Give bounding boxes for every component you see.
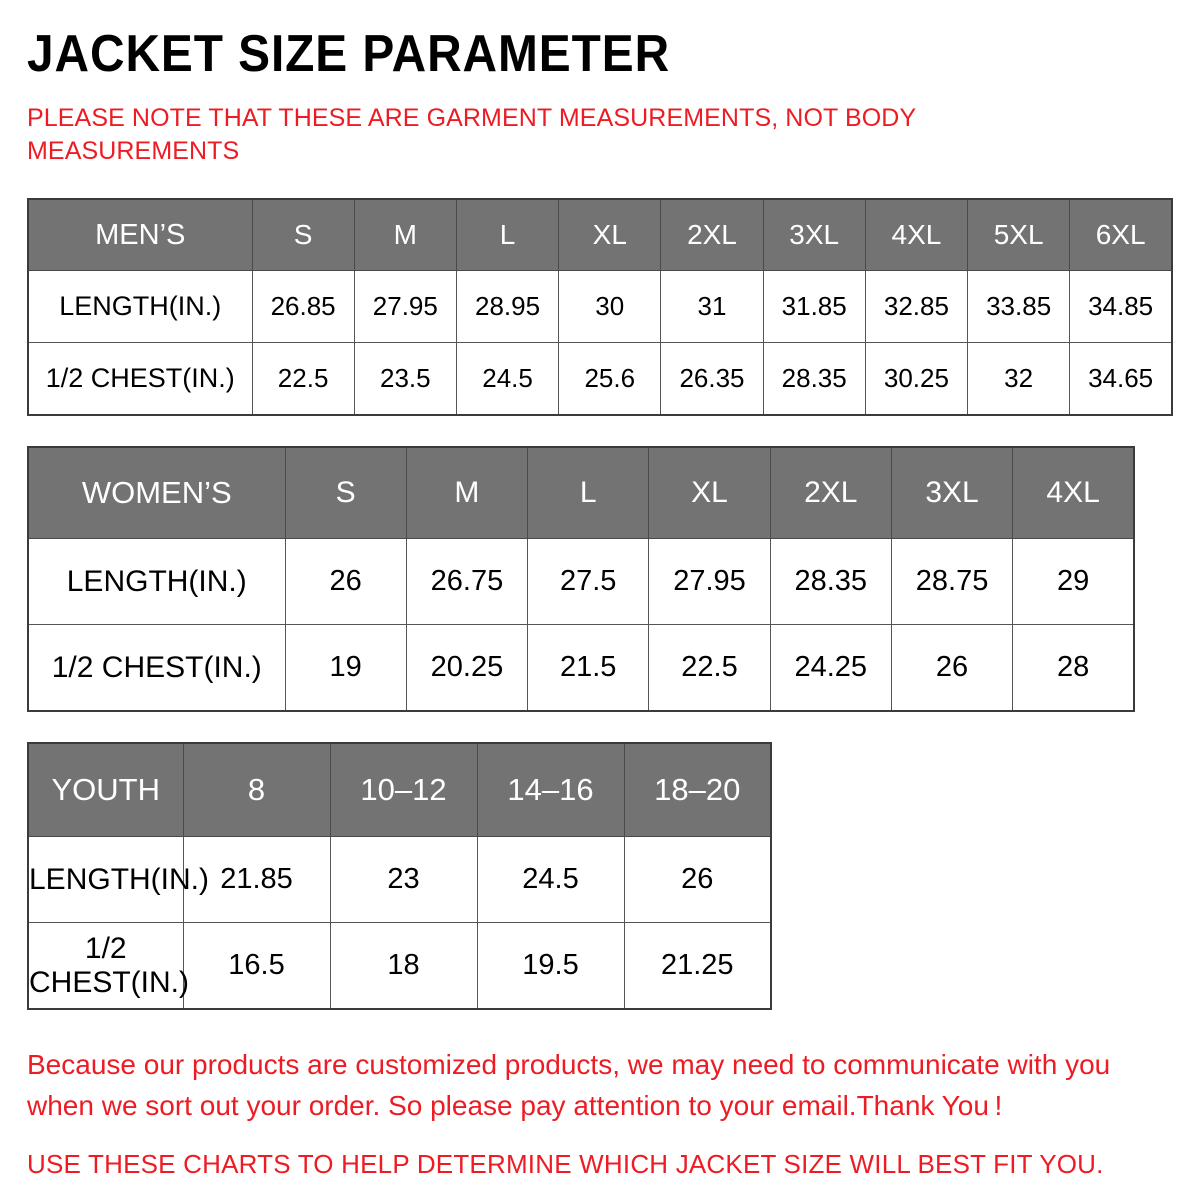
womens-size-header: S <box>284 446 407 539</box>
youth-measurement-value: 24.5 <box>476 836 625 923</box>
youth-measurement-value: 19.5 <box>476 922 625 1010</box>
womens-measurement-value: 26.75 <box>405 538 529 625</box>
mens-measurement-value: 23.5 <box>353 342 457 416</box>
mens-measurement-value: 30 <box>558 270 662 343</box>
womens-category-label: WOMEN’S <box>27 446 286 539</box>
youth-measurement-value: 21.25 <box>623 922 772 1010</box>
youth-measurement-value: 18 <box>329 922 478 1010</box>
youth-size-header: 14–16 <box>476 742 625 837</box>
mens-table-body: LENGTH(IN.) 26.85 27.95 28.95 30 31 31.85 32.85… <box>27 270 1173 416</box>
youth-measurement-value: 23 <box>329 836 478 923</box>
mens-size-header: 4XL <box>864 198 969 271</box>
mens-size-header: S <box>251 198 355 271</box>
mens-size-header: 5XL <box>967 198 1071 271</box>
womens-measurement-label: LENGTH(IN.) <box>27 538 286 625</box>
mens-measurement-value: 26.85 <box>251 270 355 343</box>
table-row: 1/2 CHEST(IN.) 16.5 18 19.5 21.25 <box>27 922 772 1010</box>
mens-measurement-value: 27.95 <box>353 270 457 343</box>
womens-measurement-value: 26 <box>284 538 407 625</box>
womens-table-body: LENGTH(IN.) 26 26.75 27.5 27.95 28.35 28.75 29 1… <box>27 538 1135 712</box>
youth-measurement-label: LENGTH(IN.) <box>27 836 209 923</box>
mens-measurement-value: 28.95 <box>455 270 560 343</box>
mens-measurement-value: 25.6 <box>558 342 662 416</box>
mens-size-header: M <box>353 198 457 271</box>
table-header-row: WOMEN’S S M L XL 2XL 3XL 4XL <box>27 446 1135 539</box>
womens-measurement-value: 28.35 <box>769 538 892 625</box>
mens-size-header: 2XL <box>660 198 764 271</box>
mens-measurement-label: 1/2 CHEST(IN.) <box>27 342 253 416</box>
mens-measurement-value: 30.25 <box>864 342 969 416</box>
womens-measurement-value: 26 <box>890 624 1014 712</box>
womens-measurement-label: 1/2 CHEST(IN.) <box>27 624 286 712</box>
mens-measurement-label: LENGTH(IN.) <box>27 270 253 343</box>
womens-size-header: XL <box>648 446 771 539</box>
mens-measurement-value: 24.5 <box>455 342 560 416</box>
customization-note: Because our products are customized prod… <box>27 1049 1111 1121</box>
mens-measurement-value: 34.85 <box>1069 270 1173 343</box>
table-row: LENGTH(IN.) 26 26.75 27.5 27.95 28.35 28.75 29 <box>27 538 1135 625</box>
womens-measurement-value: 19 <box>284 624 407 712</box>
mens-size-header: L <box>455 198 560 271</box>
youth-category-label: YOUTH <box>27 742 184 837</box>
youth-size-header: 10–12 <box>329 742 478 837</box>
table-header-row: YOUTH 8 10–12 14–16 18–20 <box>27 742 772 837</box>
mens-measurement-value: 32 <box>967 342 1071 416</box>
mens-table-head: MEN’S S M L XL 2XL 3XL 4XL 5XL 6XL <box>27 198 1173 271</box>
mens-size-table: MEN’S S M L XL 2XL 3XL 4XL 5XL 6XL LENGTH(IN.) 26… <box>27 198 1173 416</box>
womens-measurement-value: 29 <box>1012 538 1135 625</box>
page-title: JACKET SIZE PARAMETER <box>27 25 671 83</box>
table-row: LENGTH(IN.) 26.85 27.95 28.95 30 31 31.85 32.85… <box>27 270 1173 343</box>
mens-measurement-value: 33.85 <box>967 270 1071 343</box>
mens-size-header: 3XL <box>762 198 866 271</box>
womens-size-header: L <box>527 446 650 539</box>
womens-size-header: 4XL <box>1012 446 1135 539</box>
womens-measurement-value: 27.5 <box>527 538 650 625</box>
womens-measurement-value: 28.75 <box>890 538 1014 625</box>
womens-measurement-value: 21.5 <box>527 624 650 712</box>
mens-measurement-value: 32.85 <box>864 270 969 343</box>
table-row: LENGTH(IN.) 21.85 23 24.5 26 <box>27 836 772 923</box>
chart-usage-note: USE THESE CHARTS TO HELP DETERMINE WHICH… <box>27 1149 1104 1180</box>
womens-size-table: WOMEN’S S M L XL 2XL 3XL 4XL LENGTH(IN.) 26 26.7… <box>27 446 1135 712</box>
youth-size-table: YOUTH 8 10–12 14–16 18–20 LENGTH(IN.) 21.85 2… <box>27 742 772 1010</box>
mens-measurement-value: 26.35 <box>660 342 764 416</box>
youth-size-header: 8 <box>182 742 331 837</box>
womens-table-head: WOMEN’S S M L XL 2XL 3XL 4XL <box>27 446 1135 539</box>
mens-measurement-value: 22.5 <box>251 342 355 416</box>
youth-table-head: YOUTH 8 10–12 14–16 18–20 <box>27 742 772 837</box>
womens-measurement-value: 27.95 <box>648 538 771 625</box>
mens-category-label: MEN’S <box>27 198 253 271</box>
youth-measurement-value: 26 <box>623 836 772 923</box>
mens-size-header: XL <box>558 198 662 271</box>
womens-size-header: 2XL <box>769 446 892 539</box>
measurement-disclaimer: PLEASE NOTE THAT THESE ARE GARMENT MEASU… <box>27 104 916 165</box>
mens-measurement-value: 31.85 <box>762 270 866 343</box>
table-row: 1/2 CHEST(IN.) 19 20.25 21.5 22.5 24.25 26 28 <box>27 624 1135 712</box>
womens-measurement-value: 24.25 <box>769 624 892 712</box>
table-header-row: MEN’S S M L XL 2XL 3XL 4XL 5XL 6XL <box>27 198 1173 271</box>
youth-measurement-value: 16.5 <box>182 922 331 1010</box>
youth-size-header: 18–20 <box>623 742 772 837</box>
youth-measurement-label: 1/2 CHEST(IN.) <box>27 922 189 1010</box>
youth-measurement-value: 21.85 <box>182 836 331 923</box>
mens-measurement-value: 31 <box>660 270 764 343</box>
table-row: 1/2 CHEST(IN.) 22.5 23.5 24.5 25.6 26.35 28.35… <box>27 342 1173 416</box>
womens-size-header: M <box>405 446 529 539</box>
youth-table-body: LENGTH(IN.) 21.85 23 24.5 26 1/2 CHEST(IN.) 16… <box>27 836 772 1010</box>
womens-measurement-value: 20.25 <box>405 624 529 712</box>
mens-size-header: 6XL <box>1069 198 1173 271</box>
womens-measurement-value: 22.5 <box>648 624 771 712</box>
mens-measurement-value: 34.65 <box>1069 342 1173 416</box>
mens-measurement-value: 28.35 <box>762 342 866 416</box>
womens-size-header: 3XL <box>890 446 1014 539</box>
womens-measurement-value: 28 <box>1012 624 1135 712</box>
